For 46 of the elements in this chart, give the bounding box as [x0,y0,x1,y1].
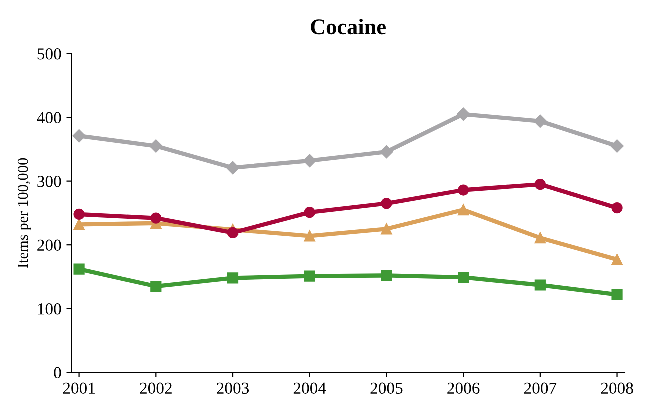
point [304,207,316,218]
x-tick-label: 2005 [370,382,403,394]
point [534,114,548,128]
point [303,154,316,168]
point [227,272,239,284]
point [610,140,624,153]
y-tick-label: 400 [37,112,62,124]
y-axis-title: Items per 100,000 [18,158,32,268]
point [458,184,470,196]
x-tick-label: 2006 [448,382,480,394]
point [380,145,394,159]
point [304,230,316,242]
point [150,280,162,292]
point [612,289,623,300]
x-tick-label: 2004 [294,382,326,394]
point [74,219,85,230]
chart-title: Cocaine [311,18,386,35]
point [227,227,239,239]
y-tick-label: 300 [38,176,62,188]
point [72,129,86,143]
x-tick-label: 2007 [524,382,557,394]
point [74,264,85,275]
y-tick-label: 200 [38,240,62,252]
point [381,270,392,282]
point [381,224,392,235]
point [612,202,623,214]
x-tick-label: 2001 [63,382,95,394]
x-tick-label: 2002 [140,382,172,394]
point [534,280,546,291]
point [612,254,623,266]
point [226,161,240,175]
point [534,232,546,244]
point [456,108,470,121]
point [304,270,316,282]
point [534,178,546,190]
point [74,208,85,220]
point [150,140,163,153]
point [150,212,162,224]
point [458,272,470,284]
point [381,198,392,210]
y-tick-label: 100 [38,304,62,315]
y-tick-label: 0 [54,367,62,379]
x-tick-label: 2003 [217,382,250,394]
y-tick-label: 500 [38,48,62,60]
x-tick-label: 2008 [601,382,634,394]
point [458,204,470,216]
